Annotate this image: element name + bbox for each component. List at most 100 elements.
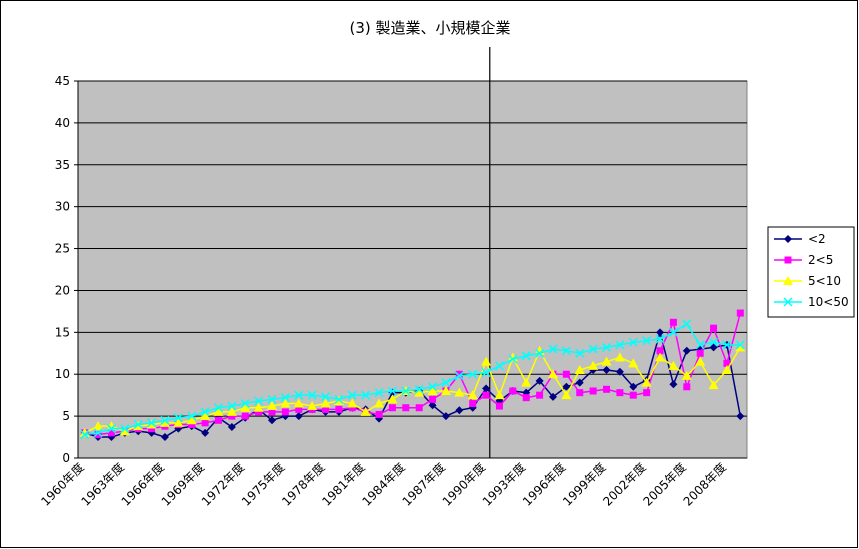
marker — [173, 417, 184, 427]
marker — [628, 337, 638, 347]
y-tick-label: 5 — [62, 409, 70, 423]
marker — [402, 404, 410, 412]
marker — [642, 336, 652, 346]
marker — [267, 394, 277, 404]
marker — [668, 360, 679, 370]
y-tick-label: 30 — [55, 200, 70, 214]
marker — [280, 398, 291, 408]
marker — [695, 356, 706, 366]
marker — [387, 386, 397, 396]
marker — [374, 398, 385, 408]
marker — [294, 412, 303, 421]
marker — [494, 361, 505, 371]
marker — [641, 377, 652, 387]
marker — [427, 385, 438, 395]
marker — [723, 359, 731, 367]
marker — [561, 390, 572, 400]
marker — [335, 405, 343, 413]
legend-label: 10<50 — [808, 295, 849, 309]
marker — [656, 347, 664, 355]
marker — [574, 365, 585, 375]
marker — [307, 401, 318, 411]
marker — [387, 394, 398, 404]
marker — [784, 235, 792, 243]
marker — [481, 368, 491, 378]
marker — [735, 340, 745, 350]
marker — [508, 354, 518, 364]
marker — [535, 348, 545, 358]
marker — [120, 424, 130, 434]
marker — [561, 346, 571, 356]
marker — [106, 424, 116, 434]
marker — [547, 369, 558, 379]
marker — [214, 416, 222, 424]
marker — [655, 334, 665, 344]
marker — [148, 425, 156, 433]
marker — [628, 358, 639, 368]
marker — [681, 370, 692, 380]
marker — [307, 390, 317, 400]
marker — [575, 378, 584, 387]
marker — [696, 349, 704, 357]
marker — [428, 401, 437, 410]
marker — [227, 423, 236, 432]
marker — [601, 356, 612, 366]
marker — [454, 371, 464, 381]
marker — [736, 309, 744, 317]
marker — [293, 398, 304, 408]
marker — [535, 376, 544, 385]
marker — [548, 392, 557, 401]
marker — [481, 356, 492, 366]
marker — [536, 391, 544, 399]
marker — [562, 382, 571, 391]
chart-title: (3) 製造業、小規模企業 — [349, 19, 510, 37]
marker — [347, 398, 358, 408]
marker — [374, 388, 384, 398]
marker — [201, 428, 210, 437]
marker — [254, 396, 264, 406]
marker — [709, 337, 719, 347]
marker — [213, 406, 224, 416]
marker — [735, 342, 746, 352]
marker — [548, 344, 558, 354]
marker — [80, 430, 90, 440]
marker — [322, 405, 330, 413]
marker — [614, 352, 625, 362]
marker — [173, 413, 183, 423]
y-tick-label: 35 — [55, 158, 70, 172]
marker — [669, 318, 677, 326]
marker — [160, 415, 170, 425]
marker — [695, 340, 705, 350]
marker — [588, 360, 599, 370]
marker — [440, 385, 451, 395]
marker — [668, 327, 678, 337]
marker — [521, 377, 532, 387]
marker — [482, 391, 490, 399]
marker — [495, 402, 503, 410]
marker — [241, 412, 249, 420]
marker — [669, 380, 678, 389]
marker — [133, 419, 143, 430]
marker — [228, 412, 236, 420]
marker — [388, 404, 396, 412]
marker — [467, 390, 478, 400]
marker — [455, 370, 463, 378]
marker — [240, 399, 250, 409]
marker — [226, 406, 237, 416]
marker — [94, 431, 102, 439]
marker — [683, 383, 691, 391]
marker — [601, 342, 612, 352]
marker — [347, 390, 357, 400]
marker — [93, 428, 103, 438]
marker — [736, 412, 745, 421]
marker — [334, 394, 344, 404]
plot-area — [77, 80, 748, 459]
marker — [294, 390, 304, 400]
marker — [441, 378, 451, 388]
y-tick-label: 25 — [55, 242, 70, 256]
legend-label: 5<10 — [808, 274, 841, 288]
marker — [428, 382, 438, 392]
y-tick-label: 45 — [55, 74, 70, 88]
marker — [455, 406, 464, 415]
